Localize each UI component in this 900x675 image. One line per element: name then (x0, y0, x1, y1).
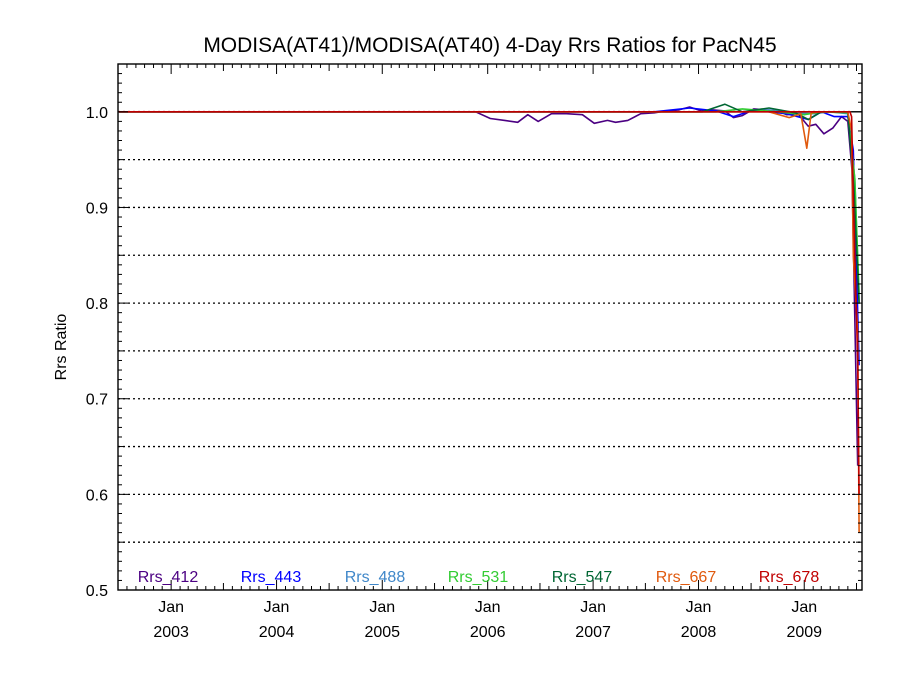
y-tick-label: 0.5 (86, 583, 108, 600)
x-tick-year: 2008 (681, 624, 717, 641)
x-tick-month: Jan (475, 599, 501, 616)
y-tick-label: 0.8 (86, 296, 108, 313)
legend-label-rrs-547: Rrs_547 (552, 569, 613, 586)
y-tick-label: 1.0 (86, 105, 108, 122)
x-tick-month: Jan (686, 599, 712, 616)
legend-label-rrs-488: Rrs_488 (345, 569, 406, 586)
legend-label-rrs-678: Rrs_678 (759, 569, 820, 586)
legend: Rrs_412 Rrs_443 Rrs_488 Rrs_531 Rrs_547 Rrs_6… (138, 569, 820, 586)
series-line-rrs-412 (118, 106, 859, 466)
legend-label-rrs-667: Rrs_667 (656, 569, 717, 586)
y-axis-ticks: 0.5 0.6 0.7 0.8 0.9 1.0 (86, 63, 862, 600)
x-axis-ticks: Jan 2003 Jan 2004 Jan 2005 Jan 2006 Jan 2007 Jan 20… (117, 64, 858, 641)
series-line-rrs-531 (118, 108, 860, 294)
legend-label-rrs-443: Rrs_443 (241, 569, 302, 586)
chart-title: MODISA(AT41)/MODISA(AT40) 4-Day Rrs Rati… (203, 34, 776, 57)
x-tick-year: 2005 (364, 624, 400, 641)
x-tick-year: 2006 (470, 624, 506, 641)
x-tick-year: 2007 (575, 624, 611, 641)
x-tick-year: 2004 (259, 624, 295, 641)
legend-label-rrs-412: Rrs_412 (138, 569, 199, 586)
plot-frame (117, 63, 863, 591)
series-line-rrs-443 (118, 107, 860, 366)
series-line-rrs-547 (118, 103, 860, 304)
legend-label-rrs-531: Rrs_531 (448, 569, 509, 586)
y-axis-label: Rrs Ratio (53, 314, 70, 381)
series-group (118, 103, 860, 533)
x-tick-year: 2009 (786, 624, 822, 641)
x-tick-year: 2003 (153, 624, 189, 641)
x-tick-month: Jan (369, 599, 395, 616)
series-line-rrs-488 (118, 109, 860, 304)
series-line-rrs-667 (118, 111, 860, 533)
y-tick-label: 0.7 (86, 392, 108, 409)
x-tick-month: Jan (264, 599, 290, 616)
x-tick-month: Jan (580, 599, 606, 616)
y-tick-label: 0.6 (86, 487, 108, 504)
y-tick-label: 0.9 (86, 200, 108, 217)
x-tick-month: Jan (791, 599, 817, 616)
gridlines (118, 158, 862, 543)
plot-border (117, 63, 863, 591)
x-tick-month: Jan (158, 599, 184, 616)
